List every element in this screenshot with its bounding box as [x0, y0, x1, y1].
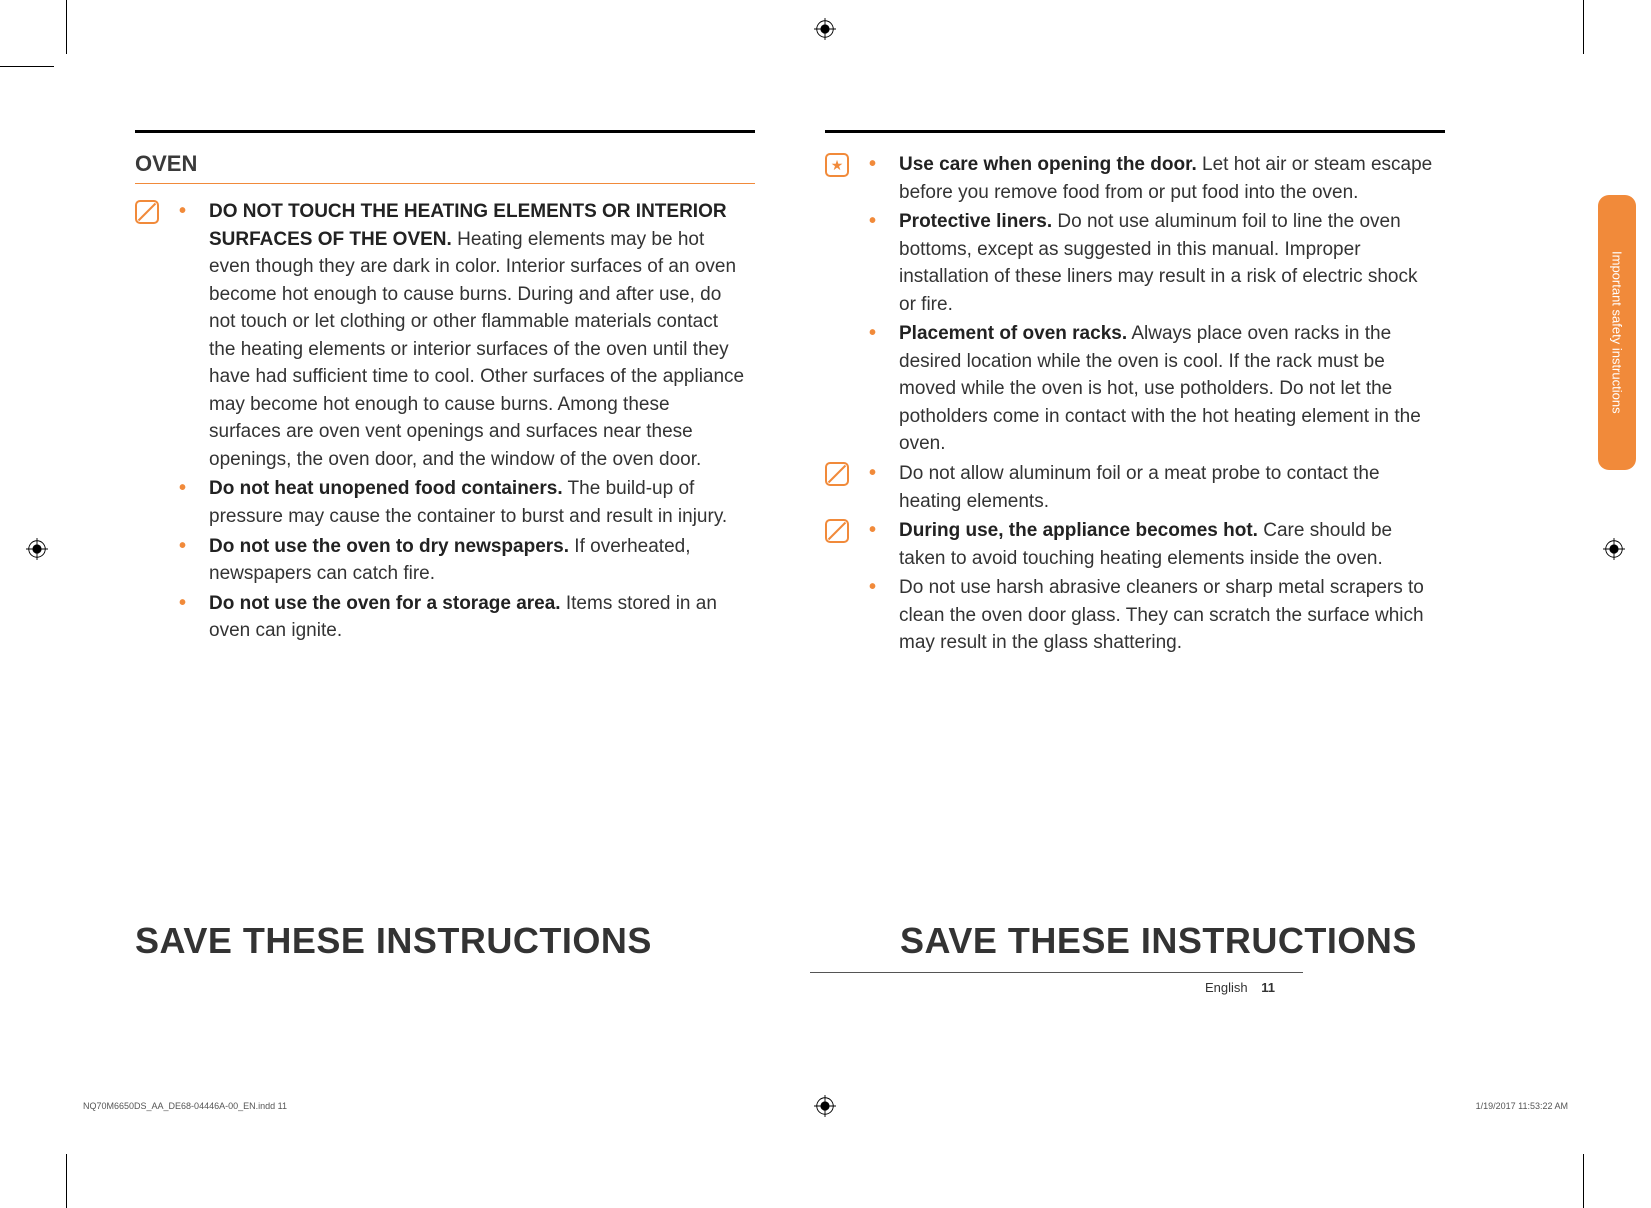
icon-column [825, 517, 865, 543]
crop-mark [66, 1154, 67, 1208]
icon-column [135, 475, 175, 477]
section-title: OVEN [135, 151, 755, 177]
side-tab-label: Important safety instructions [1610, 251, 1625, 414]
footer-title-right: SAVE THESE INSTRUCTIONS [900, 920, 1417, 962]
item-text: Do not heat unopened food containers. Th… [209, 475, 755, 530]
bullet-icon: • [865, 208, 899, 234]
list-item: ★ •Use care when opening the door. Let ho… [825, 151, 1445, 206]
crop-mark [1583, 0, 1584, 54]
footer-rule [810, 972, 1303, 973]
crop-mark [66, 0, 67, 54]
icon-column [135, 533, 175, 535]
page-language: English [1205, 980, 1248, 995]
registration-mark-icon [26, 538, 48, 560]
registration-mark-icon [1603, 538, 1625, 560]
list-item: •Do not use the oven for a storage area.… [135, 590, 755, 645]
bullet-icon: • [175, 590, 209, 616]
bullet-icon: • [175, 533, 209, 559]
bullet-icon: • [865, 517, 899, 543]
list-item: •Do not use the oven to dry newspapers. … [135, 533, 755, 588]
item-text: Protective liners. Do not use aluminum f… [899, 208, 1445, 318]
icon-column [825, 574, 865, 576]
bullet-icon: • [865, 320, 899, 346]
icon-column [135, 590, 175, 592]
item-text: Do not use harsh abrasive cleaners or sh… [899, 574, 1445, 657]
item-text: DO NOT TOUCH THE HEATING ELEMENTS OR INT… [209, 198, 755, 473]
list-item: •Placement of oven racks. Always place o… [825, 320, 1445, 458]
icon-column [825, 208, 865, 210]
item-text: Do not use the oven for a storage area. … [209, 590, 755, 645]
bullet-icon: • [175, 198, 209, 224]
item-text: Do not use the oven to dry newspapers. I… [209, 533, 755, 588]
icon-column [135, 198, 175, 224]
indesign-timestamp: 1/19/2017 11:53:22 AM [1476, 1101, 1568, 1111]
crop-mark [1583, 1154, 1584, 1208]
page-number: 11 [1261, 980, 1275, 995]
left-items-container: •DO NOT TOUCH THE HEATING ELEMENTS OR IN… [135, 198, 755, 645]
registration-mark-icon [814, 1095, 836, 1117]
item-text: Use care when opening the door. Let hot … [899, 151, 1445, 206]
list-item: •DO NOT TOUCH THE HEATING ELEMENTS OR IN… [135, 198, 755, 473]
crop-mark [0, 66, 54, 67]
list-item: •Do not heat unopened food containers. T… [135, 475, 755, 530]
item-text: Do not allow aluminum foil or a meat pro… [899, 460, 1445, 515]
prohibit-icon [825, 519, 849, 543]
right-column: ★•Use care when opening the door. Let ho… [825, 130, 1445, 659]
item-text: Placement of oven racks. Always place ov… [899, 320, 1445, 458]
indesign-filename: NQ70M6650DS_AA_DE68-04446A-00_EN.indd 11 [83, 1101, 287, 1111]
bullet-icon: • [175, 475, 209, 501]
icon-column [825, 460, 865, 486]
bullet-icon: • [865, 460, 899, 486]
registration-mark-icon [814, 18, 836, 40]
list-item: •During use, the appliance becomes hot. … [825, 517, 1445, 572]
right-items-container: ★•Use care when opening the door. Let ho… [825, 151, 1445, 657]
footer-title-left: SAVE THESE INSTRUCTIONS [135, 920, 652, 962]
side-tab: Important safety instructions [1598, 195, 1636, 470]
bullet-icon: • [865, 574, 899, 600]
list-item: •Do not use harsh abrasive cleaners or s… [825, 574, 1445, 657]
section-rule [135, 183, 755, 184]
prohibit-icon [825, 462, 849, 486]
page-footer: English 11 [1205, 980, 1275, 995]
item-text: During use, the appliance becomes hot. C… [899, 517, 1445, 572]
prohibit-icon [135, 200, 159, 224]
left-column: OVEN •DO NOT TOUCH THE HEATING ELEMENTS … [135, 130, 755, 659]
icon-column [825, 320, 865, 322]
icon-column: ★ [825, 151, 865, 177]
list-item: •Do not allow aluminum foil or a meat pr… [825, 460, 1445, 515]
page-content: OVEN •DO NOT TOUCH THE HEATING ELEMENTS … [135, 130, 1445, 659]
bullet-icon: • [865, 151, 899, 177]
star-icon: ★ [825, 153, 849, 177]
list-item: •Protective liners. Do not use aluminum … [825, 208, 1445, 318]
